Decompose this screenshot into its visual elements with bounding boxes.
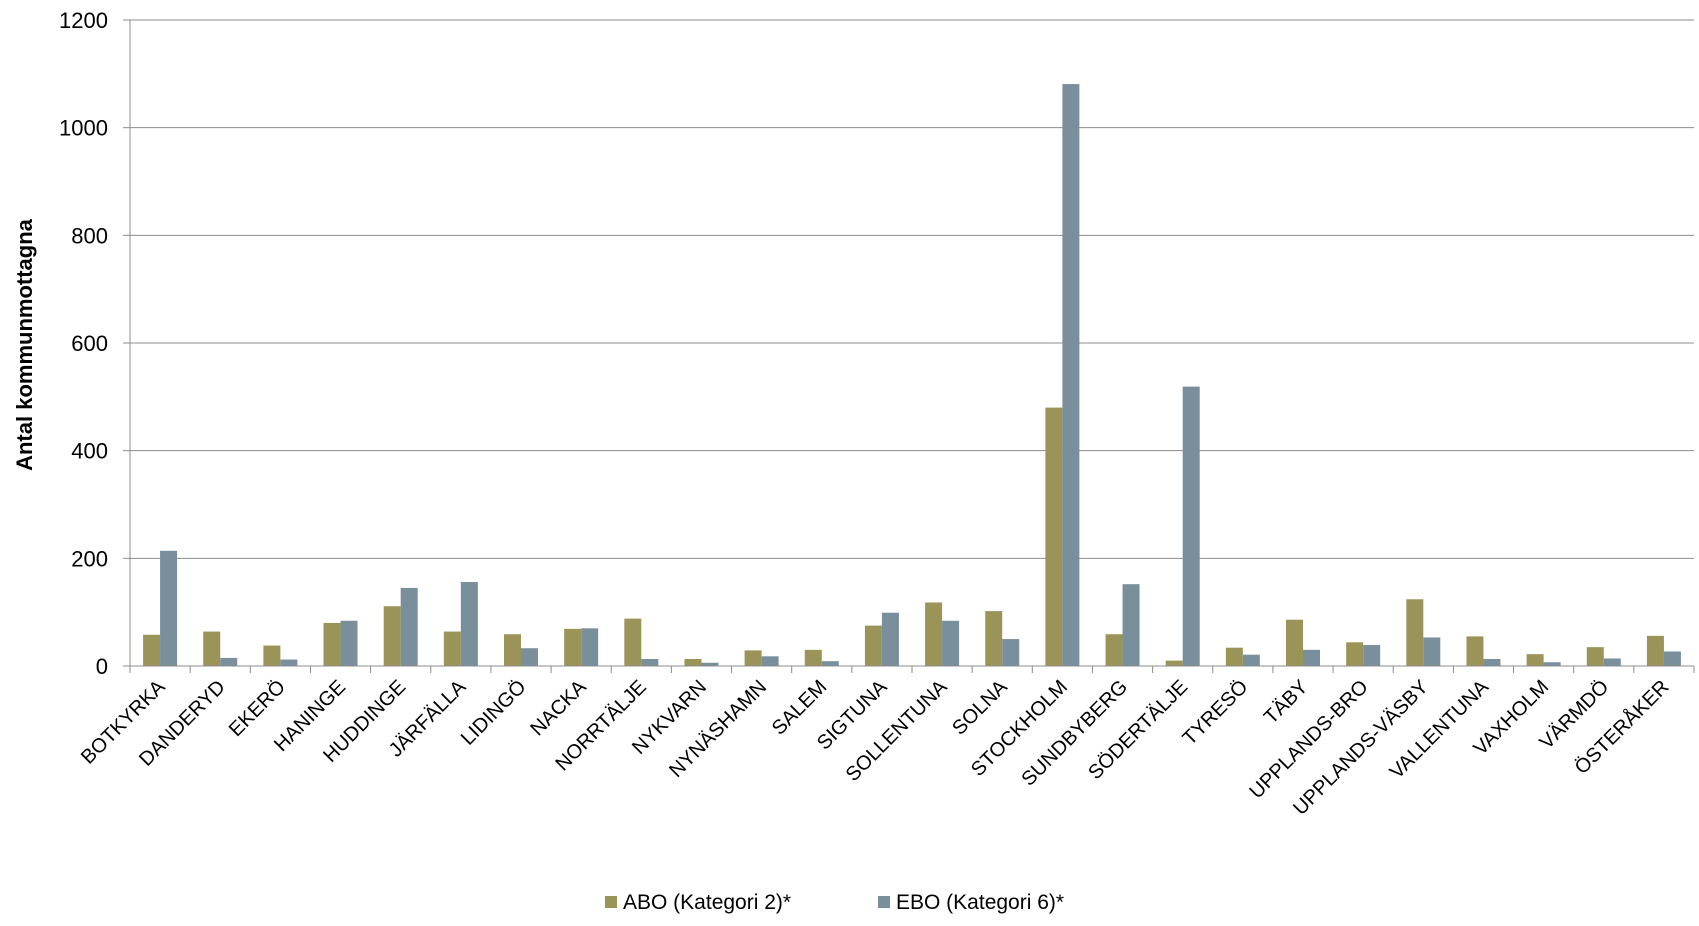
- bar-abo-österåker: [1646, 635, 1664, 666]
- legend: ABO (Kategori 2)* EBO (Kategori 6)*: [605, 891, 1064, 914]
- bar-ebo-täby: [1303, 649, 1320, 666]
- bar-ebo-salem: [821, 661, 839, 666]
- bar-ebo-norrtälje: [641, 659, 659, 666]
- x-category-label: TYRESÖ: [1179, 676, 1253, 750]
- bar-ebo-ekerö: [280, 659, 298, 666]
- y-tick-label: 800: [71, 223, 108, 248]
- bar-ebo-botkyrka: [160, 550, 178, 666]
- bars: [143, 84, 1681, 667]
- bar-ebo-sollentuna: [942, 620, 960, 666]
- legend-swatch: [605, 896, 617, 908]
- bar-ebo-nykvarn: [701, 662, 719, 666]
- x-category-label: LIDINGÖ: [457, 676, 531, 750]
- bar-abo-botkyrka: [143, 634, 161, 666]
- y-tick-label: 600: [71, 331, 108, 356]
- axes: [129, 20, 1695, 673]
- x-category-label: SOLLENTUNA: [842, 676, 952, 786]
- y-tick-label: 400: [71, 439, 108, 464]
- bar-abo-huddinge: [383, 606, 401, 666]
- y-tick-label: 1000: [59, 116, 108, 141]
- bar-abo-tyresö: [1225, 647, 1243, 666]
- bar-ebo-nynäshamn: [761, 656, 779, 666]
- x-category-label: TÄBY: [1260, 676, 1313, 729]
- bar-ebo-tyresö: [1242, 654, 1260, 666]
- bar-ebo-lidingö: [521, 648, 538, 666]
- bar-abo-södertälje: [1165, 660, 1183, 666]
- bar-ebo-stockholm: [1062, 84, 1080, 667]
- bar-ebo-södertälje: [1182, 386, 1200, 666]
- y-axis-title: Antal kommunmottagna: [12, 218, 37, 471]
- bar-abo-nynäshamn: [744, 650, 762, 666]
- bar-ebo-upplands-bro: [1363, 645, 1381, 666]
- bar-abo-vaxholm: [1526, 654, 1544, 666]
- bar-abo-solna: [985, 611, 1003, 666]
- bar-ebo-vaxholm: [1543, 662, 1561, 666]
- bar-ebo-danderyd: [220, 657, 238, 666]
- gridlines: [130, 19, 1694, 559]
- bar-ebo-nacka: [581, 628, 599, 666]
- bar-ebo-haninge: [340, 620, 358, 666]
- bar-abo-upplands-bro: [1346, 642, 1364, 666]
- bar-abo-danderyd: [203, 631, 221, 666]
- bar-abo-nykvarn: [684, 659, 702, 666]
- bar-abo-täby: [1286, 619, 1303, 666]
- bar-ebo-upplands-väsby: [1423, 637, 1441, 666]
- x-axis-categories: BOTKYRKADANDERYDEKERÖHANINGEHUDDINGEJÄRF…: [77, 675, 1673, 819]
- bar-abo-nacka: [564, 628, 582, 666]
- bar-ebo-huddinge: [400, 587, 418, 666]
- bar-abo-lidingö: [504, 634, 521, 666]
- y-axis-ticks: 0 200 400 600 800 1000 1200: [59, 8, 130, 679]
- bar-abo-sollentuna: [925, 602, 943, 666]
- bar-ebo-österåker: [1663, 651, 1681, 666]
- bar-abo-haninge: [323, 622, 341, 666]
- bar-abo-upplands-väsby: [1406, 599, 1424, 666]
- bar-ebo-järfälla: [460, 582, 478, 666]
- bar-abo-värmdö: [1586, 647, 1604, 666]
- bar-abo-sigtuna: [864, 625, 882, 666]
- legend-label: ABO (Kategori 2)*: [623, 891, 791, 914]
- y-tick-label: 0: [96, 654, 108, 679]
- bar-ebo-sigtuna: [881, 612, 899, 666]
- bar-abo-stockholm: [1045, 407, 1063, 666]
- y-tick-label: 1200: [59, 8, 108, 33]
- bar-abo-sundbyberg: [1105, 634, 1123, 666]
- legend-label: EBO (Kategori 6)*: [896, 891, 1064, 914]
- bar-ebo-solna: [1002, 639, 1020, 666]
- bar-abo-ekerö: [263, 645, 281, 666]
- bar-abo-salem: [804, 649, 822, 666]
- bar-ebo-sundbyberg: [1122, 584, 1140, 666]
- y-tick-label: 200: [71, 546, 108, 571]
- bar-abo-norrtälje: [624, 618, 642, 666]
- bar-abo-vallentuna: [1466, 636, 1484, 666]
- bar-ebo-vallentuna: [1483, 659, 1501, 666]
- bar-abo-järfälla: [443, 631, 461, 666]
- x-category-label: SUNDBYBERG: [1018, 676, 1133, 791]
- legend-swatch: [878, 896, 890, 908]
- bar-ebo-värmdö: [1603, 658, 1621, 666]
